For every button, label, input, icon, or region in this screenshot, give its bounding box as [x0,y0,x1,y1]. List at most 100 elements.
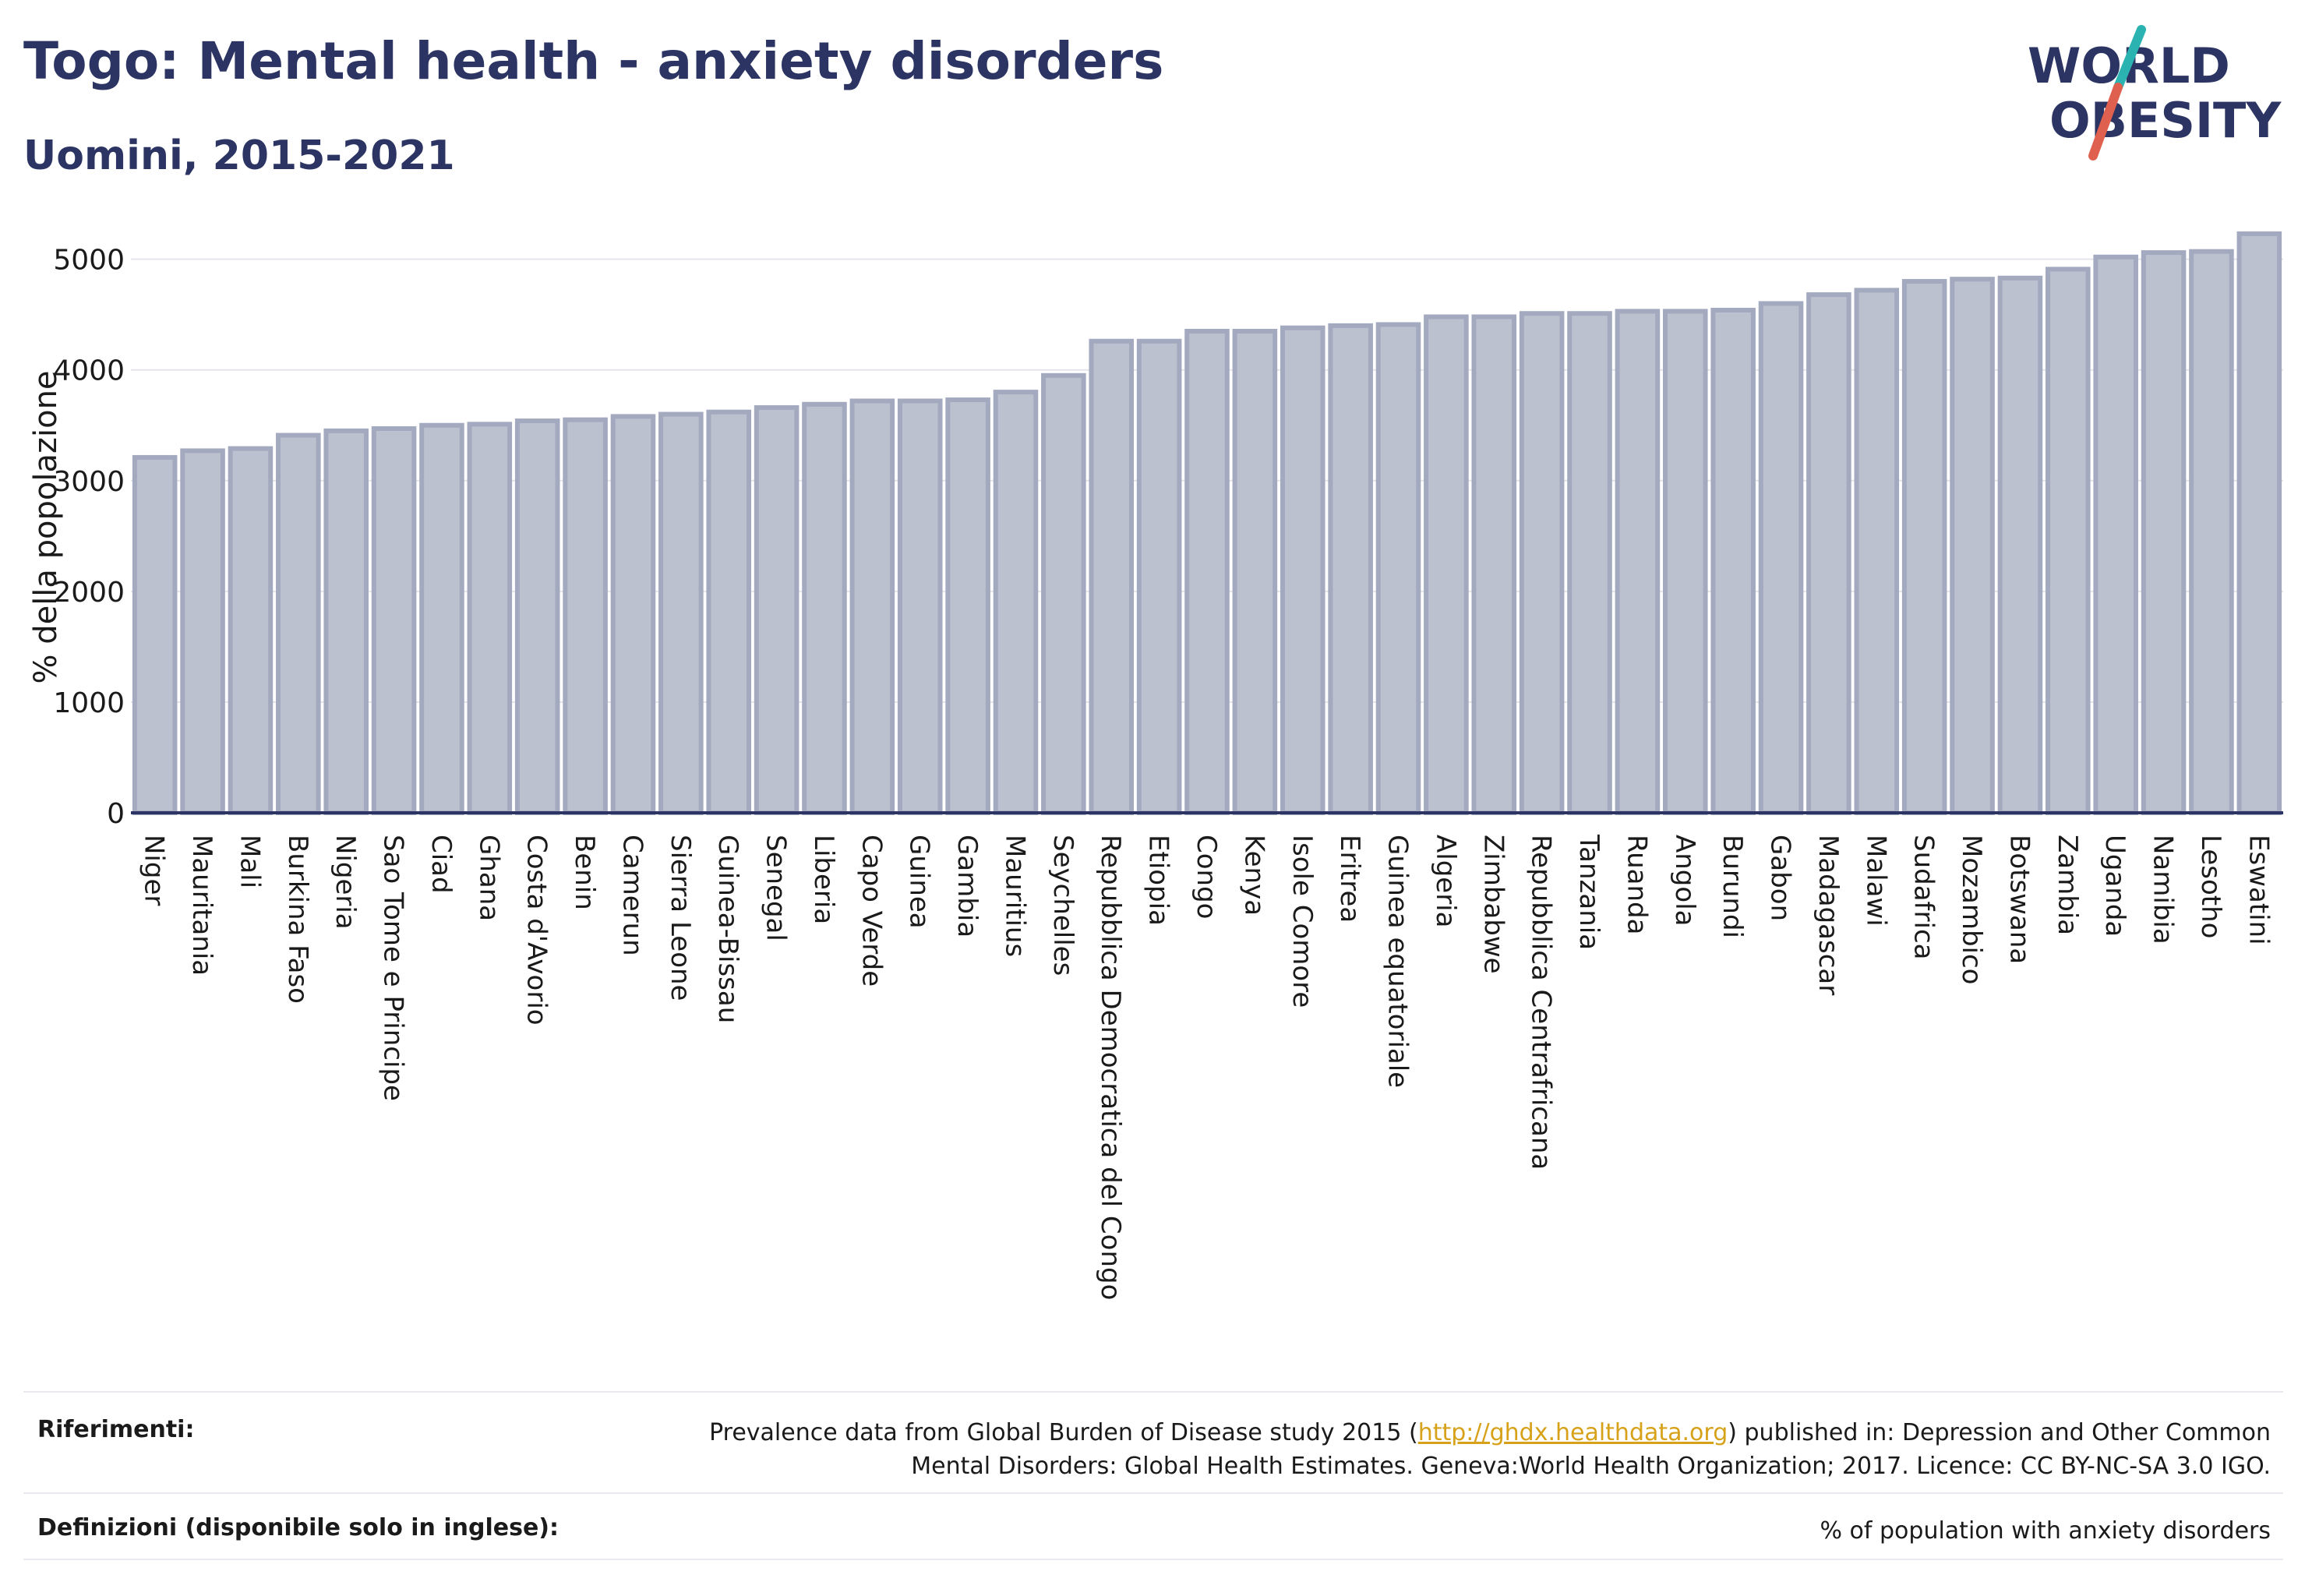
x-tick-label: Gambia [951,835,983,937]
bar [563,417,608,815]
bar [180,448,225,815]
x-tick-label: Lesotho [2195,835,2226,938]
bar [467,422,513,816]
bar [2093,254,2138,815]
x-tick-label: Eswatini [2243,835,2274,945]
bar [2046,267,2091,815]
references-text-after: ) published in: Depression and Other Com… [1728,1419,2271,1446]
bar [993,390,1039,815]
x-tick-label: Sierra Leone [665,835,696,1001]
bar [323,428,369,815]
references-text: Prevalence data from Global Burden of Di… [709,1416,2283,1483]
x-tick-label: Mali [234,835,265,888]
definitions-row: Definizioni (disponibile solo in inglese… [23,1492,2283,1560]
x-tick-label: Mauritius [999,835,1030,957]
bar [849,398,895,815]
bar [610,414,656,815]
x-tick-label: Sudafrica [1908,835,1940,959]
x-tick-label: Uganda [2099,835,2130,937]
x-tick-label: Senegal [761,835,792,941]
x-tick-label: Burkina Faso [282,835,313,1004]
bar [1375,322,1421,816]
bar [132,454,178,815]
x-tick-label: Botswana [2003,835,2035,964]
y-tick-label: 2000 [53,577,125,609]
x-tick-label: Zambia [2052,835,2083,935]
bar [2236,231,2282,815]
x-tick-label: Repubblica Centrafricana [1526,835,1557,1170]
bar [1901,279,1947,816]
bar [228,446,274,816]
references-label: Riferimenti: [37,1416,195,1443]
bar [1710,307,1756,815]
bar [1280,325,1325,816]
x-tick-label: Angola [1669,835,1700,926]
logo-slash-top [2113,25,2146,92]
x-tick-label: Seychelles [1047,835,1078,976]
x-tick-label: Mozambico [1956,835,1987,984]
x-tick-label: Capo Verde [856,835,887,987]
x-tick-label: Liberia [808,835,839,924]
x-tick-label: Niger [139,835,170,906]
world-obesity-logo: WORLD OBESITY [2028,25,2282,161]
x-tick-label: Tanzania [1573,834,1604,950]
bars [132,231,2282,816]
x-tick-label: Ciad [425,835,457,894]
bar [1136,338,1182,815]
bar [1950,277,1995,815]
x-tick-label: Gabon [1765,835,1796,921]
logo-slash-bottom [2088,83,2123,161]
bar-chart: 0 1000 2000 3000 4000 5000 Niger Mauritania Mal… [28,231,2283,1300]
y-tick-label: 3000 [53,466,125,498]
x-tick-label: Mauritania [186,835,217,976]
x-tick-label: Congo [1191,835,1222,919]
bar [945,397,990,815]
bar [419,422,464,815]
bar [2141,250,2187,816]
bar [1041,373,1086,815]
references-text-before: Prevalence data from Global Burden of Di… [709,1419,1418,1446]
bar [276,433,321,815]
bar [2189,249,2234,815]
y-axis-label: % della popolazione [28,370,64,683]
x-tick-label: Camerun [616,835,648,956]
footer: Riferimenti: Prevalence data from Global… [23,1391,2283,1560]
page-title: Togo: Mental health - anxiety disorders [23,31,1164,91]
x-tick-label: Guinea [904,835,935,929]
bar [658,411,704,816]
logo-line-2: OBESITY [2049,92,2282,149]
bar [1232,328,1278,816]
definitions-text: % of population with anxiety disorders [1820,1517,2271,1545]
bar [1806,292,1851,815]
bar [754,405,800,815]
x-tick-label: Kenya [1238,835,1269,916]
x-tick-label: Costa d'Avorio [521,835,552,1026]
y-tick-labels: 0 1000 2000 3000 4000 5000 [53,245,125,830]
references-row: Riferimenti: Prevalence data from Global… [23,1391,2283,1492]
bar [1471,314,1517,815]
x-tick-label: Guinea equatoriale [1382,835,1414,1088]
references-link[interactable]: http://ghdx.healthdata.org [1417,1419,1728,1446]
x-tick-label: Ghana [473,835,504,921]
x-tick-label: Sao Tome e Principe [378,835,409,1101]
x-tick-label: Guinea-Bissau [712,835,743,1023]
y-tick-label: 0 [107,798,125,830]
x-tick-label: Isole Comore [1287,835,1318,1008]
bar [1567,311,1612,815]
bar [1184,328,1230,816]
page-subtitle: Uomini, 2015-2021 [23,132,455,179]
x-tick-label: Namibia [2148,835,2179,945]
y-tick-label: 1000 [53,687,125,719]
x-tick-labels: Niger Mauritania Mali Burkina Faso Nigeria Sa… [139,834,2275,1300]
x-tick-label: Algeria [1430,835,1461,927]
x-tick-label: Eritrea [1334,835,1365,923]
bar [802,401,847,815]
definitions-label: Definizioni (disponibile solo in inglese… [37,1514,559,1541]
bar [514,418,560,816]
x-tick-label: Nigeria [330,835,361,930]
bar [1854,288,1900,816]
bar [897,398,943,815]
y-tick-label: 5000 [53,245,125,277]
bar [1089,338,1135,815]
bar [371,425,417,815]
